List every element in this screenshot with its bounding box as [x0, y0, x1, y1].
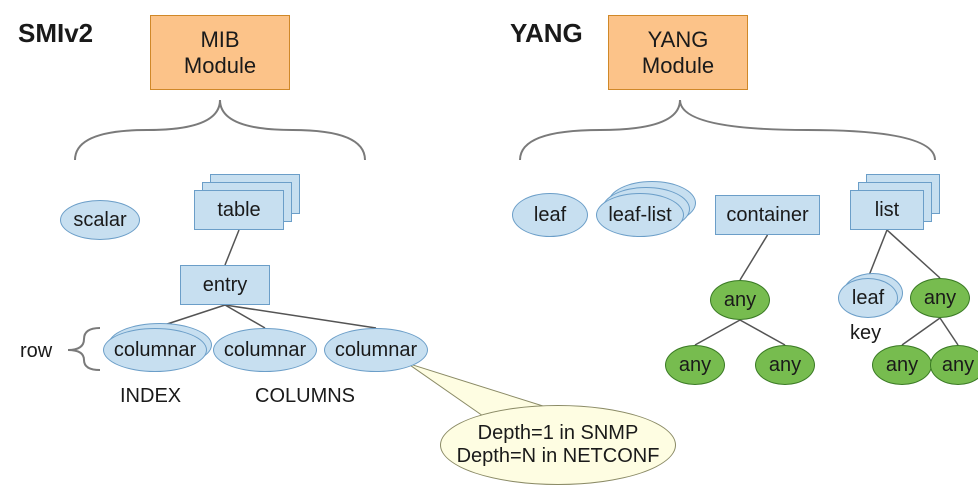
any5-node: any [872, 345, 932, 385]
title-smiv2-text: SMIv2 [18, 18, 93, 48]
any6-text: any [942, 354, 974, 377]
row-label: row [20, 340, 52, 363]
columnar3-node: columnar [324, 328, 428, 372]
index-label-text: INDEX [120, 385, 181, 407]
any6-node: any [930, 345, 978, 385]
leaf-node: leaf [512, 193, 588, 237]
callout-bubble: Depth=1 in SNMP Depth=N in NETCONF [440, 405, 676, 485]
any3-node: any [755, 345, 815, 385]
key-label: key [850, 322, 881, 345]
any5-text: any [886, 354, 918, 377]
any4-node: any [910, 278, 970, 318]
yang-module-l2: Module [642, 53, 714, 79]
callout-l2: Depth=N in NETCONF [457, 445, 660, 468]
yang-module-box: YANG Module [608, 15, 748, 90]
any4-text: any [924, 287, 956, 310]
any3-text: any [769, 354, 801, 377]
title-yang-text: YANG [510, 18, 583, 48]
scalar-text: scalar [73, 209, 126, 232]
mib-module-l1: MIB [184, 27, 256, 53]
entry-node: entry [180, 265, 270, 305]
brace-row [68, 328, 100, 370]
row-label-text: row [20, 340, 52, 362]
key-label-text: key [850, 322, 881, 344]
columnar2-node: columnar [213, 328, 317, 372]
brace-mib [75, 100, 365, 160]
columns-label-text: COLUMNS [255, 385, 355, 407]
scalar-node: scalar [60, 200, 140, 240]
callout-l1: Depth=1 in SNMP [457, 422, 660, 445]
leaf-text: leaf [534, 204, 566, 227]
mib-module-box: MIB Module [150, 15, 290, 90]
columnar2-text: columnar [224, 339, 306, 362]
any2-text: any [679, 354, 711, 377]
title-yang: YANG [510, 18, 583, 49]
any1-text: any [724, 289, 756, 312]
entry-text: entry [203, 274, 247, 297]
any1-node: any [710, 280, 770, 320]
container-text: container [726, 204, 808, 227]
mib-module-l2: Module [184, 53, 256, 79]
columnar3-text: columnar [335, 339, 417, 362]
brace-yang [520, 100, 935, 160]
any2-node: any [665, 345, 725, 385]
container-node: container [715, 195, 820, 235]
yang-module-l1: YANG [642, 27, 714, 53]
index-label: INDEX [120, 385, 181, 408]
columns-label: COLUMNS [255, 385, 355, 408]
title-smiv2: SMIv2 [18, 18, 93, 49]
